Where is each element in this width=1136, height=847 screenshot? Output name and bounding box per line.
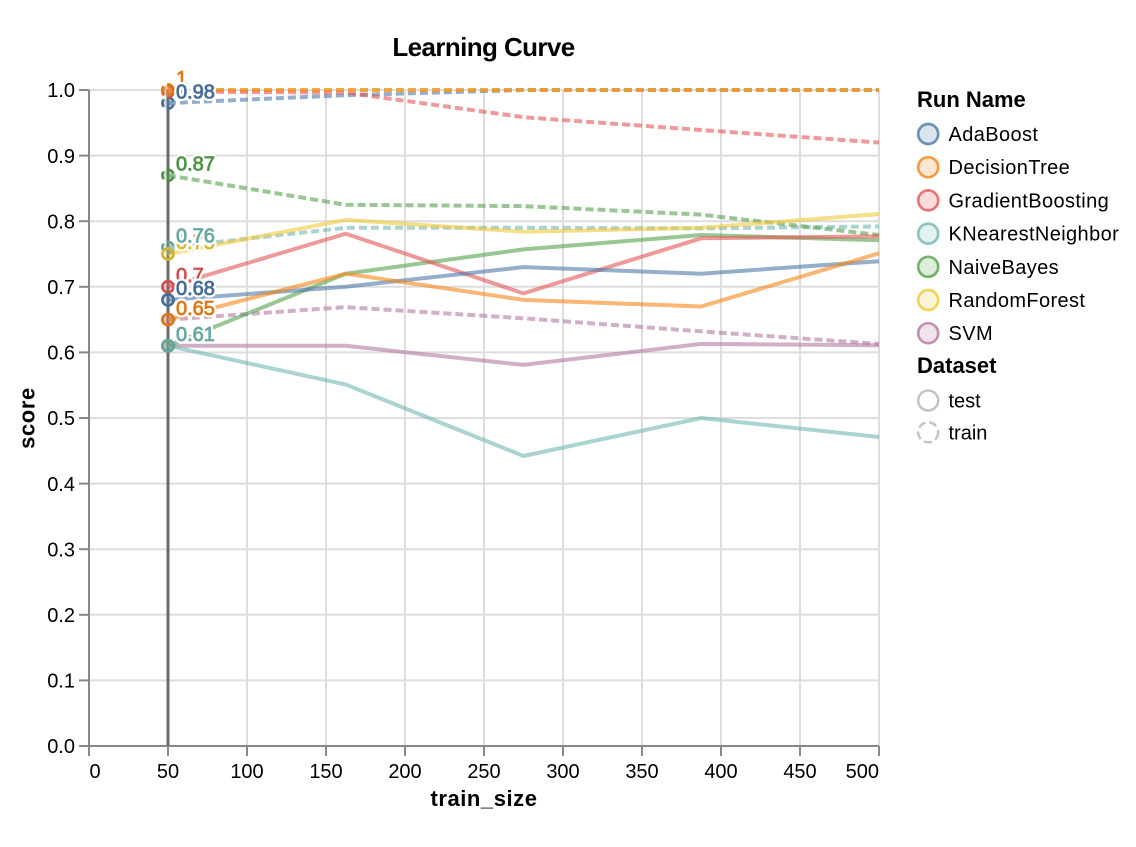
svg-text:0.68: 0.68: [176, 278, 215, 300]
svg-text:0.68: 0.68: [176, 278, 215, 300]
svg-text:0.7: 0.7: [176, 265, 204, 287]
svg-text:0.3: 0.3: [47, 539, 75, 561]
svg-text:300: 300: [546, 761, 579, 783]
svg-text:0.8: 0.8: [47, 211, 75, 233]
svg-text:0.9: 0.9: [47, 146, 75, 168]
svg-text:train_size: train_size: [431, 786, 538, 811]
svg-text:0.4: 0.4: [47, 474, 75, 496]
svg-text:KNearestNeighbor: KNearestNeighbor: [949, 224, 1120, 246]
svg-text:0.7: 0.7: [47, 277, 75, 299]
svg-text:1: 1: [176, 68, 187, 90]
svg-text:0.5: 0.5: [47, 408, 75, 430]
svg-text:SVM: SVM: [949, 323, 993, 345]
svg-text:1: 1: [176, 68, 187, 90]
svg-text:0.65: 0.65: [176, 298, 215, 320]
svg-text:500: 500: [846, 761, 879, 783]
svg-text:0.6: 0.6: [47, 343, 75, 365]
svg-text:0: 0: [90, 761, 101, 783]
svg-text:0.2: 0.2: [47, 605, 75, 627]
svg-text:0.76: 0.76: [176, 226, 215, 248]
svg-text:Learning Curve: Learning Curve: [392, 32, 574, 62]
svg-text:0.0: 0.0: [47, 736, 75, 758]
svg-text:0.98: 0.98: [176, 81, 215, 103]
svg-text:150: 150: [309, 761, 342, 783]
svg-text:0.76: 0.76: [176, 226, 215, 248]
svg-text:0.65: 0.65: [176, 298, 215, 320]
svg-text:Run Name: Run Name: [917, 87, 1026, 112]
svg-text:AdaBoost: AdaBoost: [949, 124, 1039, 146]
svg-text:0.75: 0.75: [176, 232, 215, 254]
svg-text:0.98: 0.98: [176, 81, 215, 103]
svg-text:test: test: [949, 391, 982, 413]
svg-text:0.75: 0.75: [176, 232, 215, 254]
svg-text:1.0: 1.0: [47, 80, 75, 102]
svg-text:train: train: [949, 422, 988, 444]
svg-text:RandomForest: RandomForest: [949, 290, 1086, 312]
svg-text:250: 250: [467, 761, 500, 783]
svg-text:0.61: 0.61: [176, 324, 215, 346]
svg-text:DecisionTree: DecisionTree: [949, 157, 1071, 179]
svg-text:NaiveBayes: NaiveBayes: [949, 257, 1060, 279]
svg-text:450: 450: [783, 761, 816, 783]
svg-text:GradientBoosting: GradientBoosting: [949, 190, 1110, 212]
svg-text:200: 200: [388, 761, 421, 783]
svg-text:350: 350: [625, 761, 658, 783]
svg-text:100: 100: [230, 761, 263, 783]
svg-text:50: 50: [157, 761, 179, 783]
svg-text:0.7: 0.7: [176, 265, 204, 287]
svg-text:score: score: [15, 387, 40, 449]
svg-text:Dataset: Dataset: [917, 353, 997, 378]
svg-text:0.61: 0.61: [176, 324, 215, 346]
svg-text:0.87: 0.87: [176, 154, 215, 176]
svg-text:400: 400: [704, 761, 737, 783]
svg-text:0.87: 0.87: [176, 154, 215, 176]
svg-text:0.1: 0.1: [47, 671, 75, 693]
